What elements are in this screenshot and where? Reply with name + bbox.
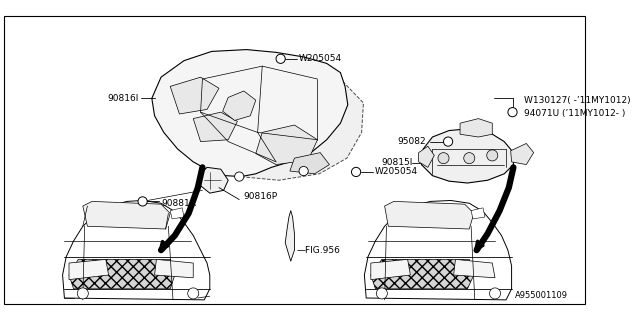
Circle shape [351, 167, 361, 177]
Polygon shape [212, 52, 364, 180]
Text: 94071U (’11MY1012- ): 94071U (’11MY1012- ) [524, 109, 626, 118]
Circle shape [508, 108, 517, 117]
Circle shape [299, 166, 308, 176]
Polygon shape [364, 201, 511, 300]
Polygon shape [421, 129, 513, 183]
Polygon shape [83, 201, 170, 229]
Text: 90815I: 90815I [382, 158, 413, 167]
Polygon shape [170, 208, 184, 219]
Text: W130127( -’11MY1012): W130127( -’11MY1012) [524, 96, 631, 105]
Text: 90816I: 90816I [108, 94, 139, 103]
Text: —FIG.956: —FIG.956 [296, 246, 340, 255]
Circle shape [376, 288, 387, 299]
Polygon shape [511, 143, 534, 164]
Polygon shape [152, 50, 348, 177]
Circle shape [188, 288, 199, 299]
Polygon shape [371, 260, 474, 289]
Polygon shape [200, 167, 228, 193]
Polygon shape [371, 260, 410, 280]
Polygon shape [170, 77, 219, 114]
Circle shape [235, 172, 244, 181]
Polygon shape [290, 153, 330, 174]
Text: A955001109: A955001109 [515, 291, 568, 300]
Circle shape [487, 150, 498, 161]
Polygon shape [69, 260, 175, 289]
Polygon shape [385, 201, 474, 229]
Circle shape [490, 288, 500, 299]
Polygon shape [155, 260, 193, 278]
Polygon shape [419, 146, 435, 167]
Polygon shape [460, 119, 492, 137]
Text: 95082: 95082 [397, 137, 426, 146]
Text: W205054: W205054 [299, 54, 342, 63]
Text: 90816P: 90816P [243, 192, 277, 201]
Polygon shape [69, 260, 109, 280]
Polygon shape [193, 112, 237, 141]
Circle shape [444, 137, 452, 146]
Polygon shape [454, 260, 495, 278]
Polygon shape [285, 211, 294, 261]
Polygon shape [63, 201, 210, 300]
Circle shape [138, 197, 147, 206]
Circle shape [464, 153, 475, 164]
Circle shape [438, 153, 449, 164]
Circle shape [77, 288, 88, 299]
Polygon shape [223, 91, 256, 120]
Circle shape [276, 54, 285, 63]
Text: 90881A: 90881A [161, 199, 196, 208]
Text: W205054: W205054 [374, 167, 418, 176]
Polygon shape [256, 125, 317, 164]
Polygon shape [471, 208, 485, 219]
